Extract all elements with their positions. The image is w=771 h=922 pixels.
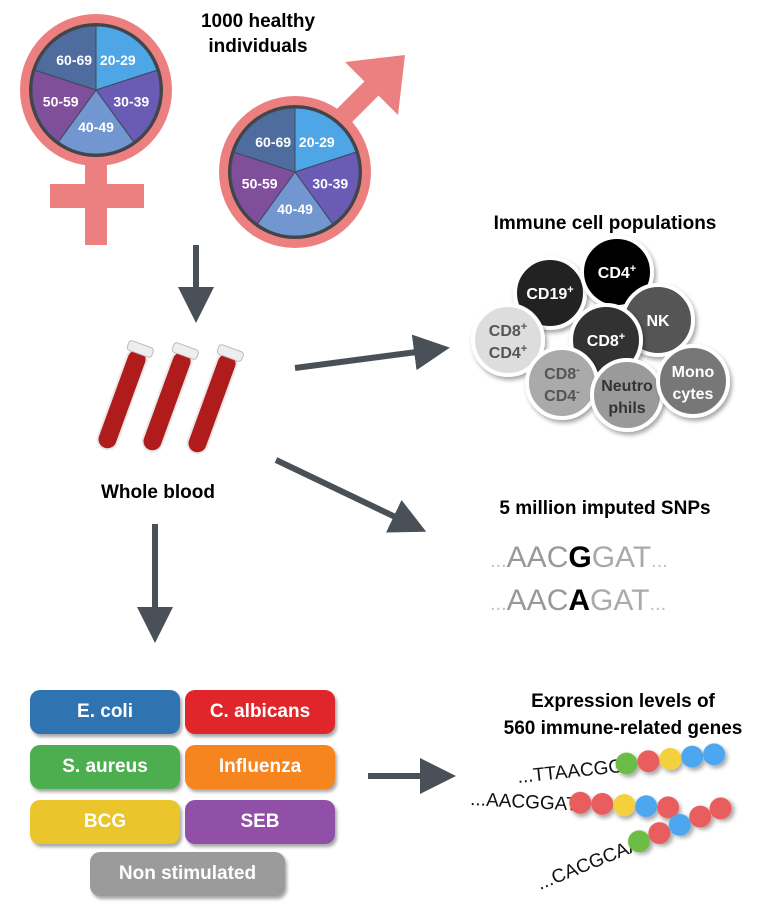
stimulus-s-aureus: S. aureus: [30, 745, 180, 789]
age-slice: [34, 25, 97, 91]
expression-bead: [613, 794, 636, 817]
cell-label: Neutro: [601, 378, 653, 395]
immune-title: Immune cell populations: [494, 213, 717, 234]
age-slice-label: 40-49: [78, 119, 114, 135]
expression-read: ...AACGGAT: [470, 789, 680, 819]
cell-label: CD4+: [598, 263, 636, 282]
arrow-right-down-icon: [274, 457, 427, 533]
whole-blood-label: Whole blood: [101, 482, 215, 503]
expression-bead: [657, 796, 680, 819]
expression-bead: [635, 795, 658, 818]
expression-title-line1: Expression levels of: [531, 691, 715, 712]
stimulus-non-stimulated: Non stimulated: [90, 852, 285, 896]
cell-label: CD4-: [544, 386, 580, 405]
snp-sequence-1: ...AACGGAT...: [490, 541, 668, 574]
stimulus-influenza: Influenza: [185, 745, 335, 789]
snps-title: 5 million imputed SNPs: [499, 498, 710, 519]
immune-cell-cd8cd4: CD8+ CD4+: [471, 303, 545, 377]
expression-bead: [648, 822, 671, 845]
expression-bead: [709, 797, 732, 820]
stimulus-c-albicans: C. albicans: [185, 690, 335, 734]
expression-bead: [668, 813, 691, 836]
female-symbol-icon: 20-29 30-39 40-49 50-59 60-69: [20, 14, 172, 245]
male-age-pie: 20-29 30-39 40-49 50-59 60-69: [230, 107, 360, 237]
blood-tubes-icon: [96, 340, 244, 455]
immune-cell-cluster: CD19+ CD4+ NK CD8+ CD4+ CD8+ CD8- CD4- Neutro phi…: [471, 235, 730, 432]
snp-sequence-2: ...AACAGAT...: [490, 584, 666, 617]
age-slice-label: 50-59: [242, 175, 278, 191]
age-slice: [95, 69, 161, 143]
immune-cell-cd19: CD19+: [513, 256, 587, 330]
cell-label: CD4+: [489, 343, 527, 362]
age-slice: [294, 107, 357, 173]
expression-bead: [569, 791, 592, 814]
expression-bead: [703, 743, 726, 766]
expression-bead: [637, 750, 660, 773]
age-slice-label: 50-59: [43, 93, 79, 109]
cohort-title-line2: individuals: [208, 36, 307, 57]
cell-label: CD8+: [489, 321, 527, 340]
expression-bead: [591, 792, 614, 815]
age-slice-label: 30-39: [113, 93, 149, 109]
expression-read: ...TTAACGG: [516, 743, 726, 788]
expression-bead: [659, 747, 682, 770]
age-slice-label: 60-69: [255, 134, 291, 150]
age-slice: [95, 25, 158, 91]
immune-cell-cd8cd4: CD8- CD4-: [525, 346, 599, 420]
age-slice-label: 40-49: [277, 201, 313, 217]
age-slice: [31, 69, 97, 143]
age-slice: [57, 89, 135, 155]
stimulus-seb: SEB: [185, 800, 335, 844]
age-slice: [233, 107, 296, 173]
expression-reads: ...TTAACGG...AACGGAT ...CACGCAA: [470, 743, 732, 895]
immune-cell-monocytes: Mono cytes: [656, 344, 730, 418]
read-sequence: ...CACGCAA: [534, 834, 644, 895]
age-slice-label: 30-39: [312, 175, 348, 191]
expression-bead: [681, 745, 704, 768]
cell-label: NK: [646, 313, 670, 330]
age-slice: [230, 151, 296, 225]
age-slice-label: 20-29: [299, 134, 335, 150]
cell-label: CD19+: [526, 284, 573, 303]
cell-label: Mono: [672, 364, 715, 381]
stimulus-bcg: BCG: [30, 800, 180, 844]
age-slice: [256, 171, 334, 237]
female-age-pie: 20-29 30-39 40-49 50-59 60-69: [31, 25, 161, 155]
read-sequence: ...AACGGAT: [470, 789, 579, 816]
expression-title-line2: 560 immune-related genes: [504, 718, 743, 739]
immune-cell-neutrophils: Neutro phils: [590, 358, 664, 432]
expression-bead: [615, 752, 638, 775]
age-slice: [294, 151, 360, 225]
male-symbol-icon: 20-29 30-39 40-49 50-59 60-69: [219, 55, 405, 248]
read-sequence: ...TTAACGG: [516, 756, 624, 788]
expression-bead: [627, 830, 650, 853]
expression-bead: [689, 805, 712, 828]
cell-label: cytes: [673, 386, 714, 403]
cell-label: CD8-: [544, 364, 580, 383]
arrow-right-icon: [294, 334, 450, 371]
age-slice-label: 20-29: [100, 52, 136, 68]
cell-label: CD8+: [587, 331, 625, 350]
cohort-title-line1: 1000 healthy: [201, 11, 315, 32]
age-slice-label: 60-69: [56, 52, 92, 68]
cell-label: phils: [608, 400, 645, 417]
stimulus-e-coli: E. coli: [30, 690, 180, 734]
